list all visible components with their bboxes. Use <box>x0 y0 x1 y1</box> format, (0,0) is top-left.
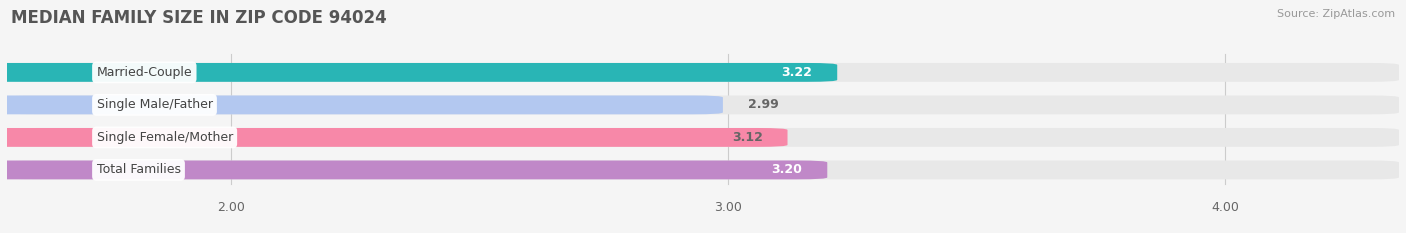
Text: 3.22: 3.22 <box>782 66 813 79</box>
FancyBboxPatch shape <box>0 161 827 179</box>
FancyBboxPatch shape <box>0 96 723 114</box>
FancyBboxPatch shape <box>7 161 1399 179</box>
Text: Source: ZipAtlas.com: Source: ZipAtlas.com <box>1277 9 1395 19</box>
FancyBboxPatch shape <box>7 96 1399 114</box>
FancyBboxPatch shape <box>0 128 787 147</box>
FancyBboxPatch shape <box>7 128 1399 147</box>
Text: Single Female/Mother: Single Female/Mother <box>97 131 233 144</box>
Text: Total Families: Total Families <box>97 163 180 176</box>
FancyBboxPatch shape <box>7 63 1399 82</box>
Text: Married-Couple: Married-Couple <box>97 66 193 79</box>
Text: MEDIAN FAMILY SIZE IN ZIP CODE 94024: MEDIAN FAMILY SIZE IN ZIP CODE 94024 <box>11 9 387 27</box>
FancyBboxPatch shape <box>0 63 837 82</box>
Text: 2.99: 2.99 <box>748 98 779 111</box>
Text: 3.20: 3.20 <box>772 163 803 176</box>
Text: 3.12: 3.12 <box>731 131 762 144</box>
Text: Single Male/Father: Single Male/Father <box>97 98 212 111</box>
